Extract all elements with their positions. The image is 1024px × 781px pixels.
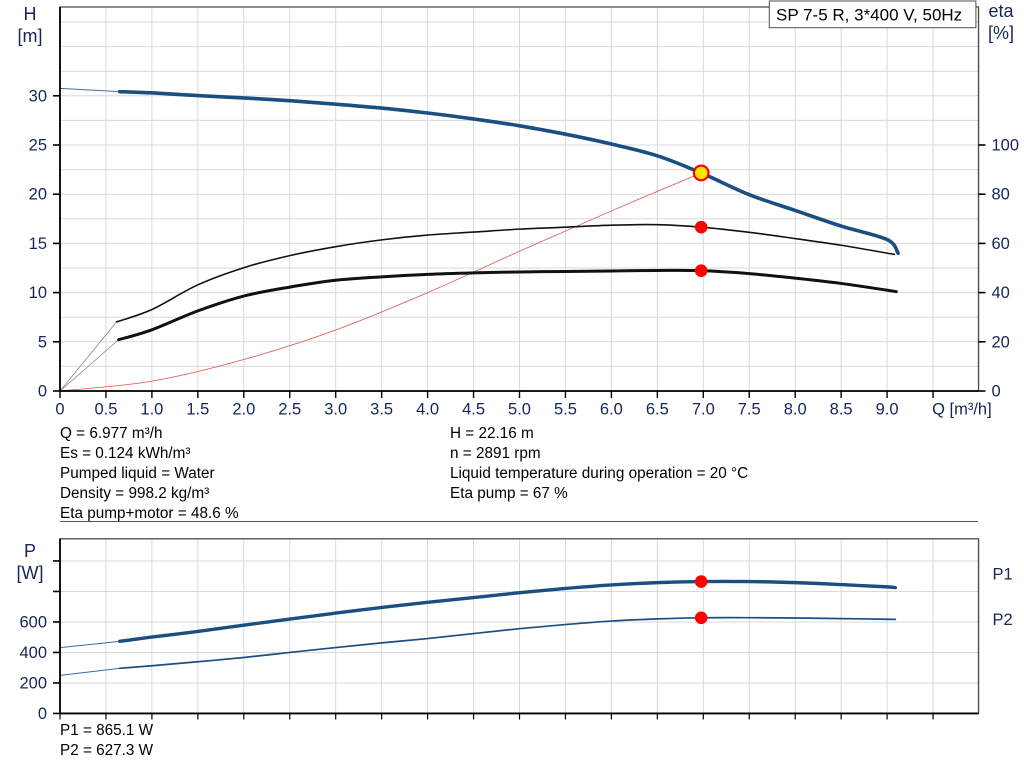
svg-text:Q [m³/h]: Q [m³/h] — [932, 401, 992, 419]
svg-text:0: 0 — [992, 383, 1001, 401]
svg-text:5: 5 — [38, 333, 47, 351]
svg-text:eta: eta — [988, 1, 1014, 21]
svg-text:1.5: 1.5 — [186, 401, 209, 419]
svg-text:[%]: [%] — [988, 23, 1014, 43]
svg-text:9.0: 9.0 — [876, 401, 899, 419]
svg-text:10: 10 — [29, 284, 47, 302]
svg-text:P1: P1 — [993, 565, 1013, 583]
svg-text:6.0: 6.0 — [600, 401, 623, 419]
svg-text:0.5: 0.5 — [94, 401, 117, 419]
svg-text:3.5: 3.5 — [370, 401, 393, 419]
svg-text:0: 0 — [38, 705, 47, 723]
svg-text:200: 200 — [19, 674, 47, 692]
svg-text:SP 7-5 R, 3*400 V, 50Hz: SP 7-5 R, 3*400 V, 50Hz — [776, 6, 962, 25]
svg-text:400: 400 — [19, 644, 47, 662]
svg-text:4.0: 4.0 — [416, 401, 439, 419]
svg-text:8.5: 8.5 — [830, 401, 853, 419]
svg-text:7.5: 7.5 — [738, 401, 761, 419]
svg-text:5.0: 5.0 — [508, 401, 531, 419]
svg-text:600: 600 — [19, 613, 47, 631]
svg-text:25: 25 — [29, 137, 47, 155]
svg-text:60: 60 — [992, 235, 1010, 253]
svg-text:15: 15 — [29, 235, 47, 253]
svg-text:80: 80 — [992, 186, 1010, 204]
svg-text:20: 20 — [992, 333, 1010, 351]
svg-text:1.0: 1.0 — [140, 401, 163, 419]
svg-text:0: 0 — [55, 401, 64, 419]
svg-text:2.0: 2.0 — [232, 401, 255, 419]
svg-text:5.5: 5.5 — [554, 401, 577, 419]
svg-text:100: 100 — [992, 137, 1020, 155]
svg-text:4.5: 4.5 — [462, 401, 485, 419]
svg-text:H: H — [24, 4, 37, 24]
svg-text:20: 20 — [29, 186, 47, 204]
svg-text:30: 30 — [29, 87, 47, 105]
svg-text:8.0: 8.0 — [784, 401, 807, 419]
svg-text:P: P — [24, 541, 36, 561]
svg-text:[W]: [W] — [17, 563, 44, 583]
svg-text:3.0: 3.0 — [324, 401, 347, 419]
svg-text:[m]: [m] — [18, 26, 43, 46]
svg-text:7.0: 7.0 — [692, 401, 715, 419]
svg-text:6.5: 6.5 — [646, 401, 669, 419]
svg-text:2.5: 2.5 — [278, 401, 301, 419]
svg-text:P2: P2 — [993, 611, 1013, 629]
svg-text:40: 40 — [992, 284, 1010, 302]
svg-text:0: 0 — [38, 383, 47, 401]
